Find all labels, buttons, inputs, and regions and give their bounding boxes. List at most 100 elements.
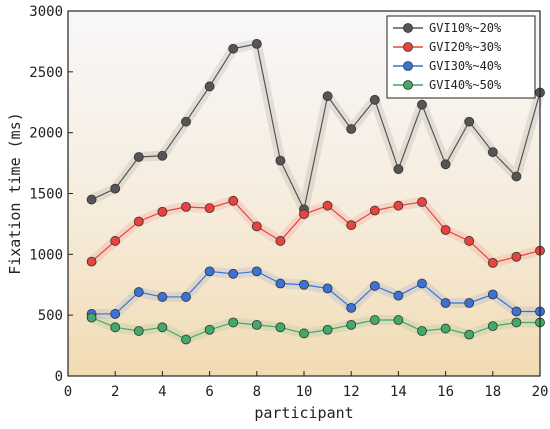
data-point (275, 322, 286, 333)
legend: GVI10%~20% GVI20%~30% GVI30%~40% GVI40%~50% (386, 15, 536, 99)
data-point (417, 197, 427, 207)
legend-label: GVI10%~20% (429, 21, 502, 35)
data-point (393, 200, 404, 211)
legend-item: GVI30%~40% (393, 59, 502, 73)
data-point (464, 236, 475, 246)
data-point (487, 321, 498, 332)
data-point (511, 251, 522, 262)
data-point (228, 43, 239, 54)
data-point (299, 279, 309, 290)
data-point (369, 94, 380, 105)
data-point (464, 116, 475, 127)
y-tick-label: 2500 (29, 65, 63, 81)
data-point (487, 257, 498, 268)
data-point (110, 183, 121, 194)
data-point (181, 201, 191, 212)
x-tick-label: 0 (64, 384, 72, 400)
x-tick-label: 10 (296, 384, 313, 400)
x-tick-label: 8 (253, 384, 261, 400)
data-point (157, 322, 168, 333)
data-point (110, 309, 121, 319)
data-point (369, 205, 380, 216)
data-point (417, 99, 427, 110)
data-point (275, 236, 286, 246)
data-point (299, 328, 309, 339)
data-point (133, 152, 144, 162)
data-point (322, 283, 333, 294)
data-point (511, 317, 522, 328)
y-tick-label: 3000 (29, 4, 63, 20)
y-tick-label: 1000 (29, 247, 63, 263)
y-tick-label: 0 (55, 369, 63, 385)
data-point (511, 171, 522, 182)
data-point (511, 306, 522, 317)
data-point (393, 315, 404, 325)
data-point (322, 200, 333, 211)
x-tick-label: 12 (343, 384, 360, 400)
series (86, 266, 545, 319)
data-point (157, 292, 168, 302)
data-point (133, 287, 144, 297)
data-point (393, 164, 404, 175)
x-tick-label: 6 (205, 384, 213, 400)
x-axis-label: participant (254, 404, 353, 422)
legend-item: GVI20%~30% (393, 40, 502, 54)
y-tick-label: 1500 (29, 187, 63, 203)
legend-marker (403, 23, 413, 33)
data-point (440, 159, 451, 170)
series (86, 312, 545, 345)
data-point (157, 150, 168, 161)
data-point (346, 220, 357, 231)
data-point (417, 326, 427, 336)
legend-marker (403, 80, 413, 90)
data-point (228, 317, 239, 328)
data-point (464, 298, 475, 308)
data-point (110, 236, 121, 246)
legend-item: GVI40%~50% (393, 78, 502, 92)
y-tick-label: 2000 (29, 126, 63, 142)
data-point (440, 225, 451, 235)
data-point (204, 81, 215, 92)
data-point (487, 289, 498, 300)
x-axis: 0 2 4 6 8 10 12 14 16 18 20 (64, 371, 549, 400)
legend-marker (403, 61, 413, 71)
series-line (91, 43, 541, 212)
data-point (204, 324, 215, 335)
data-point (299, 209, 309, 220)
x-tick-label: 2 (111, 384, 119, 400)
data-point (86, 312, 97, 323)
data-point (251, 319, 262, 330)
data-point (133, 216, 144, 227)
data-point (204, 203, 215, 214)
legend-label: GVI30%~40% (429, 59, 502, 73)
series (86, 38, 545, 215)
data-point (275, 278, 286, 289)
data-point (393, 290, 404, 301)
data-point (346, 302, 357, 313)
y-tick-label: 500 (38, 308, 63, 324)
legend-label: GVI20%~30% (429, 40, 502, 54)
data-point (346, 124, 357, 134)
data-point (86, 256, 97, 267)
data-point (251, 266, 262, 277)
data-point (110, 322, 121, 333)
data-point (181, 116, 191, 127)
series (86, 195, 545, 268)
data-point (440, 298, 451, 308)
x-tick-label: 18 (484, 384, 501, 400)
data-point (133, 326, 144, 336)
legend-item: GVI10%~20% (393, 21, 502, 35)
data-point (204, 266, 215, 277)
data-point (251, 221, 262, 232)
data-point (464, 329, 475, 340)
data-point (369, 281, 380, 291)
x-tick-label: 20 (532, 384, 549, 400)
data-point (228, 268, 239, 279)
y-axis-label: Fixation time (ms) (6, 112, 24, 275)
data-point (86, 194, 97, 205)
data-point (487, 147, 498, 158)
data-point (181, 334, 191, 345)
data-point (228, 195, 239, 206)
series-layer (86, 38, 545, 345)
